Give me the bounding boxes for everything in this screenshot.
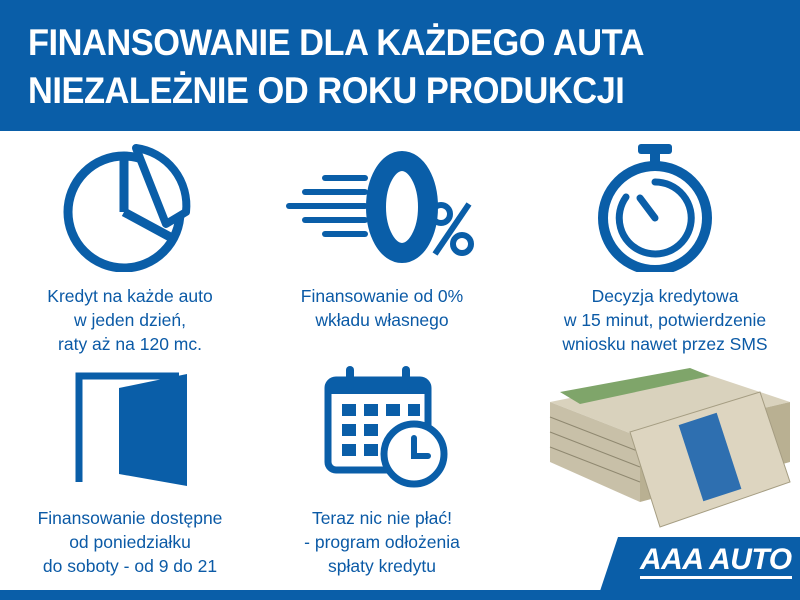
open-door-icon xyxy=(75,372,187,486)
feature-decision: Decyzja kredytowa w 15 minut, potwierdze… xyxy=(525,284,800,356)
pie-chart-icon xyxy=(63,144,191,272)
headline-line-2: NIEZALEŻNIE OD ROKU PRODUKCJI xyxy=(28,70,625,111)
feature-credit: Kredyt na każde auto w jeden dzień, raty… xyxy=(0,284,260,356)
feature-hours: Finansowanie dostępne od poniedziałku do… xyxy=(0,506,260,578)
headline-line-1: FINANSOWANIE DLA KAŻDEGO AUTA xyxy=(28,22,645,63)
feature-deferral: Teraz nic nie płać! - program odłożenia … xyxy=(252,506,512,578)
stopwatch-icon xyxy=(598,144,712,272)
bottom-bar xyxy=(0,590,800,600)
feature-text-line: spłaty kredytu xyxy=(328,556,436,576)
feature-text-line: w jeden dzień, xyxy=(74,310,186,330)
feature-text-line: Finansowanie dostępne xyxy=(37,508,223,528)
feature-zero-down: Finansowanie od 0% wkładu własnego xyxy=(252,284,512,332)
zero-percent-icon xyxy=(286,151,474,263)
feature-text-line: wniosku nawet przez SMS xyxy=(562,334,768,354)
banknotes-image xyxy=(549,368,791,528)
feature-text-line: do soboty - od 9 do 21 xyxy=(42,556,218,576)
feature-text-line: Decyzja kredytowa xyxy=(591,286,739,306)
feature-text-line: Kredyt na każde auto xyxy=(47,286,213,306)
aaa-auto-logo: AAA AUTO xyxy=(640,544,792,579)
feature-text-line: Teraz nic nie płać! xyxy=(311,508,453,528)
calendar-clock-icon xyxy=(324,366,448,488)
feature-text-line: w 15 minut, potwierdzenie xyxy=(563,310,767,330)
feature-text-line: wkładu własnego xyxy=(315,310,449,330)
logo-background xyxy=(598,537,800,597)
feature-text-line: od poniedziałku xyxy=(69,532,191,552)
feature-text-line: raty aż na 120 mc. xyxy=(58,334,202,354)
header-banner: FINANSOWANIE DLA KAŻDEGO AUTA NIEZALEŻNI… xyxy=(0,0,800,131)
feature-text-line: Finansowanie od 0% xyxy=(300,286,464,306)
feature-text-line: - program odłożenia xyxy=(304,532,460,552)
